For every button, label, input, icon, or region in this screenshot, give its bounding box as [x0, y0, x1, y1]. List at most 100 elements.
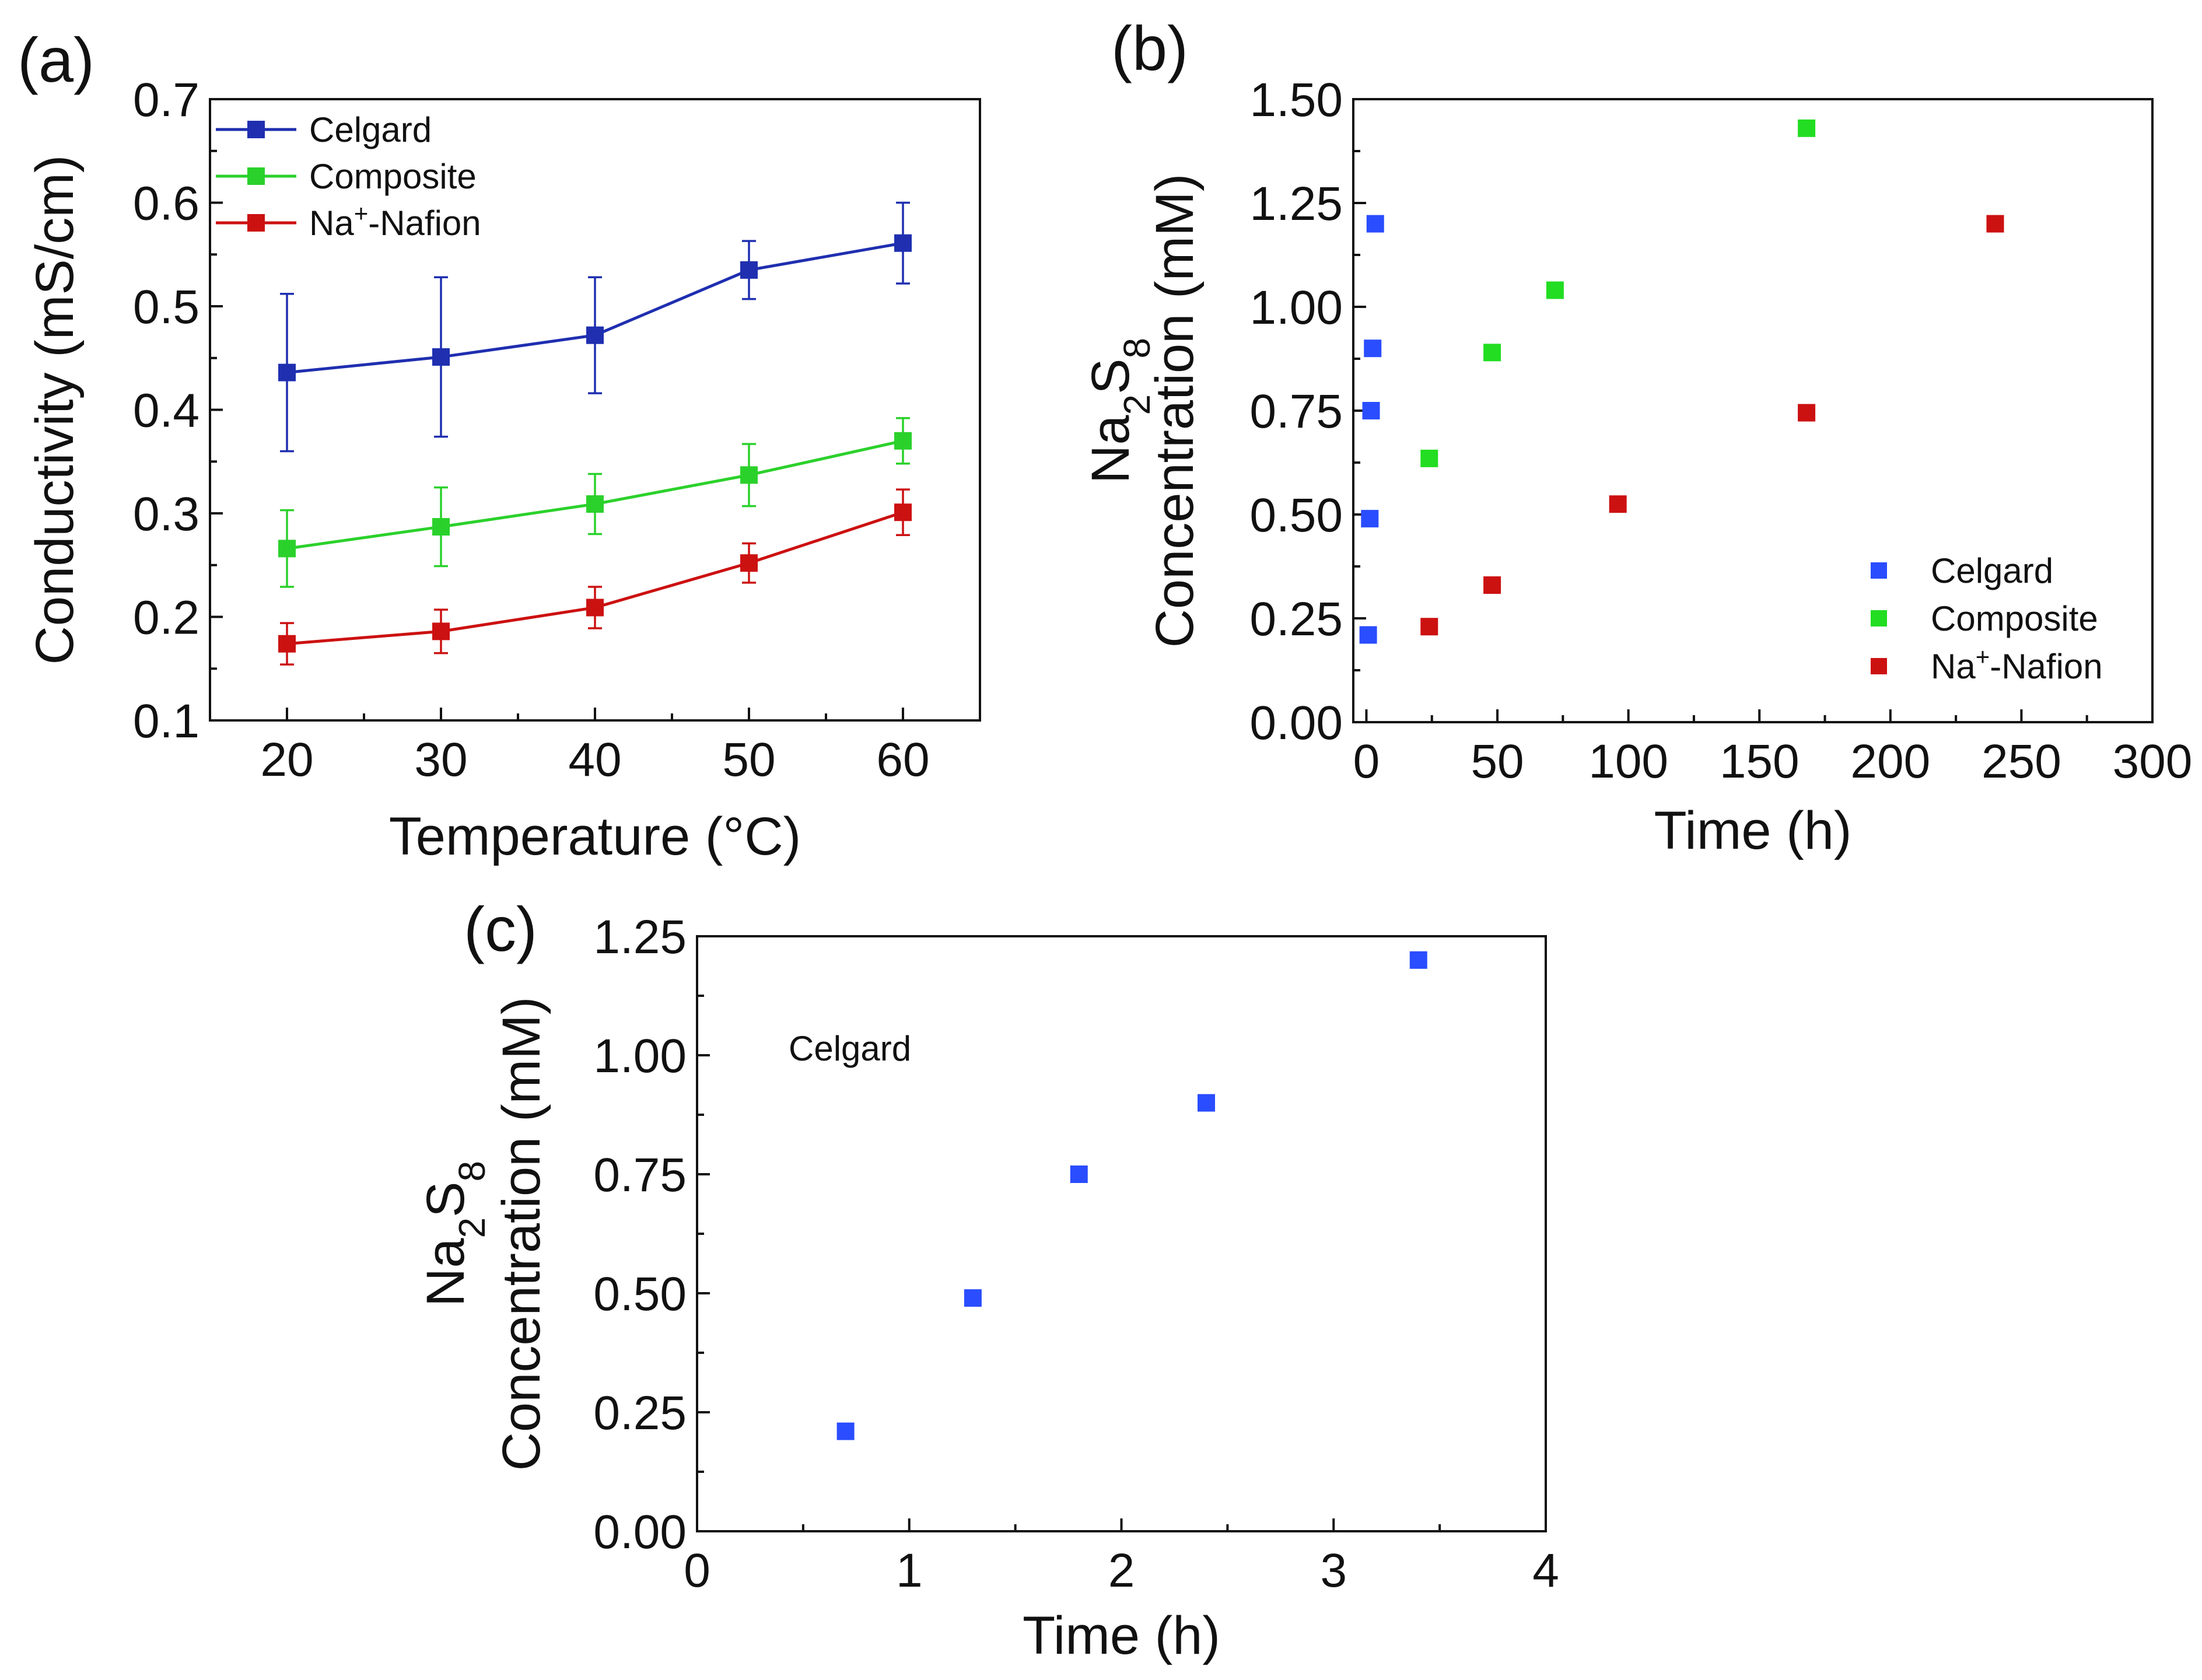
legend-marker: [247, 121, 265, 138]
y-tick-label: 0.00: [1249, 696, 1343, 750]
y-tick-label: 1.50: [1249, 74, 1343, 127]
y-axis-title: Concentration (mM): [1145, 174, 1205, 648]
x-tick-label: 0: [1353, 735, 1380, 788]
data-point: [278, 540, 296, 558]
data-point: [586, 598, 604, 617]
legend-label-base: Na: [1931, 647, 1976, 686]
legend-label: Composite: [1931, 599, 2098, 638]
series-celgard: [278, 201, 912, 453]
data-point: [1198, 1094, 1215, 1112]
series-composite: [278, 416, 912, 588]
formula-s: S: [416, 1182, 475, 1217]
x-tick-label: 250: [1982, 735, 2061, 788]
y-tick-label: 0.50: [1249, 489, 1343, 542]
x-tick-label: 50: [722, 733, 775, 786]
formula-s: S: [1081, 359, 1140, 394]
legend: Celgard Composite Na+-Nafion: [216, 110, 481, 243]
legend-label-base: Na: [309, 204, 354, 243]
legend-label: Celgard: [1931, 551, 2053, 590]
data-point: [894, 503, 912, 522]
data-point: [740, 466, 758, 484]
chart-c: 0 1 2 3 4 0.00 0.25 0.50 0.75 1.00 1.25 (c) Time (h)…: [416, 894, 1559, 1665]
x-tick-label: 60: [876, 733, 929, 786]
y-tick-label: 0.1: [133, 695, 199, 748]
data-point: [1798, 119, 1816, 137]
legend-entry: Na+-Nafion: [309, 200, 481, 243]
data-point: [1070, 1166, 1088, 1183]
data-point: [836, 1422, 855, 1440]
y-axis-title-formula: Na2S8: [416, 1161, 493, 1307]
legend-marker: [247, 167, 265, 185]
data-point: [1362, 402, 1380, 419]
legend: Celgard Composite Na+-Nafion: [1871, 551, 2103, 686]
panel-label: (a): [17, 24, 94, 95]
legend-label-sup: +: [1976, 643, 1990, 670]
formula-sub-2: 2: [1116, 394, 1158, 415]
series-celgard: [1359, 215, 1384, 644]
panel-label: (c): [464, 894, 537, 964]
x-tick-label: 20: [260, 733, 313, 786]
y-tick-label: 0.00: [593, 1506, 687, 1559]
data-point: [1366, 215, 1384, 233]
data-point: [432, 622, 450, 640]
data-point: [1420, 618, 1438, 636]
formula-sub-8: 8: [451, 1161, 493, 1182]
plot-frame: [696, 935, 1547, 1532]
data-point: [1986, 215, 2004, 233]
legend-entry: Celgard: [309, 110, 432, 149]
x-tick-label: 100: [1588, 735, 1668, 788]
legend-marker: [1871, 658, 1887, 674]
data-point: [278, 363, 296, 382]
x-tick-label: 300: [2113, 735, 2193, 788]
x-axis-title: Temperature (°C): [389, 807, 801, 866]
y-tick-label: 0.5: [133, 281, 199, 334]
y-tick-label: 1.00: [593, 1030, 687, 1083]
series-na-nafion: [278, 488, 912, 666]
y-tick-label: 0.3: [133, 488, 199, 541]
formula-sub-2: 2: [451, 1217, 493, 1238]
x-tick-label: 200: [1850, 735, 1930, 788]
legend-marker: [247, 214, 265, 232]
y-tick-label: 1.25: [593, 911, 687, 964]
y-tick-label: 0.2: [133, 592, 199, 645]
x-tick-label: 150: [1720, 735, 1800, 788]
legend-label-rest: -Nafion: [368, 204, 481, 243]
chart-b: 0 50 100 150 200 250 300 0.00 0.25 0.50 0.75 1.00 1.…: [1081, 13, 2192, 860]
chart-a: 20 30 40 50 60 0.1 0.2 0.3 0.4 0.5 0.6 0.7 (a) Temper…: [17, 24, 981, 866]
data-point: [1546, 281, 1564, 299]
data-point: [586, 326, 604, 344]
x-tick-label: 30: [414, 733, 467, 786]
data-point: [432, 518, 450, 536]
legend-entry: Composite: [1931, 599, 2098, 638]
x-axis-title: Time (h): [1654, 801, 1851, 860]
x-tick-label: 50: [1471, 735, 1524, 788]
data-point: [278, 635, 296, 653]
data-point: [1359, 626, 1377, 644]
data-point: [1420, 449, 1438, 467]
x-tick-label: 40: [568, 733, 621, 786]
x-tick-label: 2: [1108, 1544, 1135, 1597]
y-tick-label: 0.7: [133, 74, 199, 127]
legend-label-rest: -Nafion: [1990, 647, 2102, 686]
legend-entry: Composite: [309, 157, 477, 196]
data-point: [1361, 510, 1379, 528]
x-tick-label: 4: [1532, 1544, 1559, 1597]
legend-entry: Celgard: [1931, 551, 2053, 590]
y-tick-label: 0.25: [1249, 593, 1343, 646]
data-point: [740, 261, 758, 279]
series-na-nafion: [1420, 215, 2004, 636]
y-tick-label: 0.75: [593, 1149, 687, 1202]
legend-marker: [1871, 610, 1887, 626]
series-celgard: [836, 951, 1427, 1440]
legend-label: Celgard: [309, 110, 432, 149]
y-tick-label: 0.50: [593, 1268, 687, 1321]
y-tick-label: 0.75: [1249, 385, 1343, 438]
data-point: [1409, 951, 1427, 969]
data-point: [964, 1289, 982, 1307]
data-point: [432, 348, 450, 366]
y-axis-title: Concentration (mM): [492, 997, 551, 1471]
formula-na: Na: [1081, 415, 1140, 484]
data-point: [740, 554, 758, 572]
y-tick-label: 0.4: [133, 384, 199, 438]
